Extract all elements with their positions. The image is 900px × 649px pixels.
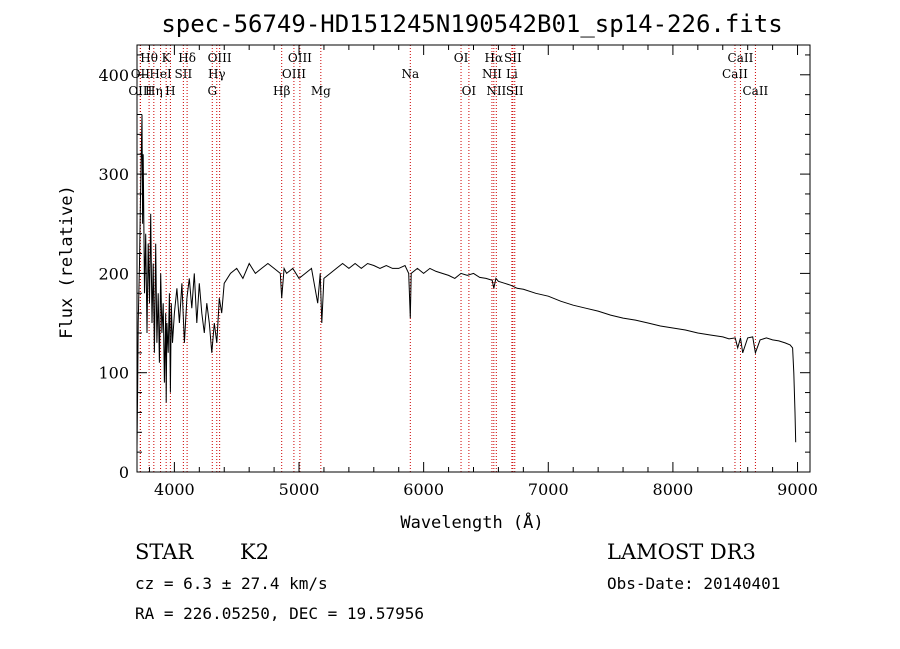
x-tick-label: 6000: [403, 480, 444, 499]
x-axis-label: Wavelength (Å): [400, 511, 543, 533]
spectral-line-label: NII: [486, 84, 506, 98]
spectral-line-label: Na: [401, 67, 419, 81]
spectral-line-label: CaII: [728, 51, 754, 65]
spectral-line-label: OI: [454, 51, 469, 65]
x-tick-label: 9000: [777, 480, 818, 499]
chart-title: spec-56749-HD151245N190542B01_sp14-226.f…: [161, 10, 782, 38]
spectral-line-label: Hδ: [178, 51, 196, 65]
spectral-line-label: K: [162, 51, 172, 65]
spectral-line-markers: [139, 45, 756, 472]
spectral-line-label: Hγ: [208, 67, 226, 81]
spectral-line-label: OII: [131, 67, 151, 81]
object-subclass: K2: [240, 540, 269, 564]
y-tick-label: 200: [98, 264, 129, 283]
spectral-line-label: CaII: [742, 84, 768, 98]
object-class: STAR: [135, 540, 194, 564]
x-tick-label: 7000: [528, 480, 569, 499]
x-axis-ticks: 4000 5000 6000 7000 8000 9000: [148, 45, 818, 499]
spectral-line-label: OIII: [208, 51, 232, 65]
spectral-line-label: OI: [462, 84, 477, 98]
spectral-line-label: OIII: [282, 67, 306, 81]
y-axis-label: Flux (relative): [57, 185, 77, 339]
x-tick-label: 4000: [154, 480, 195, 499]
coordinates-line: RA = 226.05250, DEC = 19.57956: [135, 604, 424, 623]
y-tick-label: 400: [98, 66, 129, 85]
spectral-line-label: SII: [175, 67, 193, 81]
x-tick-label: 5000: [279, 480, 320, 499]
spectral-line-label: SII: [506, 84, 524, 98]
spectral-line-label: OIII: [128, 84, 152, 98]
y-tick-label: 100: [98, 364, 129, 383]
spectral-line-label: OIII: [288, 51, 312, 65]
y-tick-label: 300: [98, 165, 129, 184]
spectral-line-label: CaII: [722, 67, 748, 81]
spectral-line-label: Li: [506, 67, 518, 81]
spectral-line-label: Hα: [485, 51, 504, 65]
spectral-line-label: Hβ: [273, 84, 290, 98]
spectral-line-label: NII: [482, 67, 502, 81]
y-tick-label: 0: [119, 463, 129, 482]
redshift-line: cz = 6.3 ± 27.4 km/s: [135, 574, 328, 593]
survey-name: LAMOST DR3: [607, 540, 756, 564]
y-axis-ticks: 0 100 200 300 400: [98, 54, 810, 482]
spectral-line-label: Hη: [145, 84, 163, 98]
spectral-line-label: G: [207, 84, 217, 98]
spectral-line-label: SII: [504, 51, 522, 65]
spectral-line-label: Mg: [311, 84, 331, 98]
spectral-line-label: HeI: [149, 67, 172, 81]
spectrum-line: [136, 114, 797, 448]
spectral-line-label: H: [165, 84, 175, 98]
x-tick-label: 8000: [653, 480, 694, 499]
obs-date-line: Obs-Date: 20140401: [607, 574, 780, 593]
spectral-line-label: Hθ: [140, 51, 158, 65]
